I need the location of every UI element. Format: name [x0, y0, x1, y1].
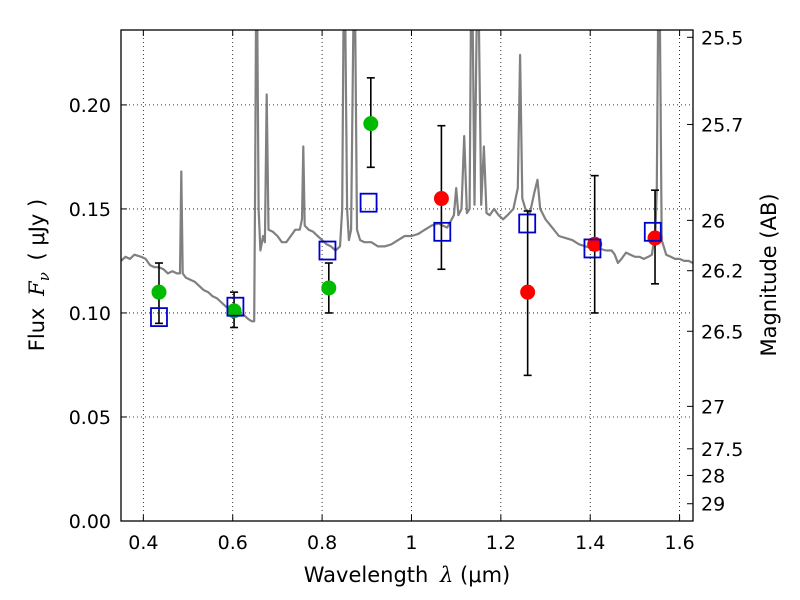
- y-tick-label: 0.00: [69, 511, 111, 533]
- y-axis-label: Flux Fν ( μJy ): [25, 199, 54, 351]
- y2-tick-label: 26: [701, 210, 725, 232]
- x-axis-label: Wavelength λ (μm): [304, 563, 510, 587]
- y-tick-label: 0.05: [69, 407, 111, 429]
- blue-model-square: [433, 221, 452, 242]
- x-tick-label: 0.4: [128, 532, 158, 554]
- axis-ticks: 0.4 0.6 0.8 1 1.2 1.4 1.6 0.00 0.05 0.10 0.15 0.20 2…: [69, 27, 744, 554]
- blue-model-square: [583, 238, 602, 259]
- x-tick-label: 0.6: [218, 532, 248, 554]
- y2-tick-label: 27.5: [701, 439, 743, 461]
- y2-tick-label: 29: [701, 494, 725, 516]
- y-tick-label: 0.10: [69, 303, 111, 325]
- y-axis-label-unit: ( μJy ): [25, 199, 49, 261]
- x-tick-label: 0.8: [307, 532, 337, 554]
- spectrum-layer: [121, 30, 693, 323]
- red-data-point: [587, 236, 603, 252]
- green-data-point: [226, 303, 242, 319]
- y-tick-label: 0.20: [69, 95, 111, 117]
- y2-tick-label: 26.5: [701, 321, 743, 343]
- y2-tick-label: 25.7: [701, 114, 743, 136]
- y2-axis-label: Magnitude (AB): [757, 193, 781, 356]
- green-data-point: [151, 284, 167, 300]
- y2-tick-label: 27: [701, 396, 725, 418]
- blue-model-square: [318, 240, 337, 261]
- model-spectrum-line: [121, 30, 693, 323]
- x-axis-label-symbol: λ: [439, 563, 453, 587]
- x-tick-label: 1.2: [486, 532, 516, 554]
- data-points-layer: [150, 77, 663, 377]
- x-axis-label-unit: (μm): [460, 563, 510, 587]
- y-axis-label-subscript: ν: [35, 272, 53, 281]
- x-tick-label: 1.4: [575, 532, 605, 554]
- blue-model-square: [226, 296, 245, 317]
- plot-frame: [120, 29, 694, 522]
- blue-model-square: [518, 213, 537, 234]
- grid-lines: [121, 30, 693, 522]
- blue-model-square: [643, 221, 662, 242]
- y2-tick-label: 28: [701, 465, 725, 487]
- y-axis-label-symbol: F: [25, 280, 49, 297]
- blue-model-square: [359, 192, 378, 213]
- y2-tick-label: 25.5: [701, 27, 743, 49]
- y-tick-label: 0.15: [69, 199, 111, 221]
- red-data-point: [647, 230, 663, 246]
- x-tick-label: 1: [405, 532, 417, 554]
- red-data-point: [433, 191, 449, 207]
- x-tick-label: 1.6: [664, 532, 694, 554]
- y-axis-label-text: Flux: [25, 308, 49, 352]
- red-data-point: [520, 284, 536, 300]
- y2-tick-label: 26.2: [701, 261, 743, 283]
- blue-model-square: [150, 307, 168, 328]
- green-data-point: [321, 280, 337, 296]
- green-data-point: [363, 116, 379, 132]
- x-axis-label-text: Wavelength: [304, 563, 429, 587]
